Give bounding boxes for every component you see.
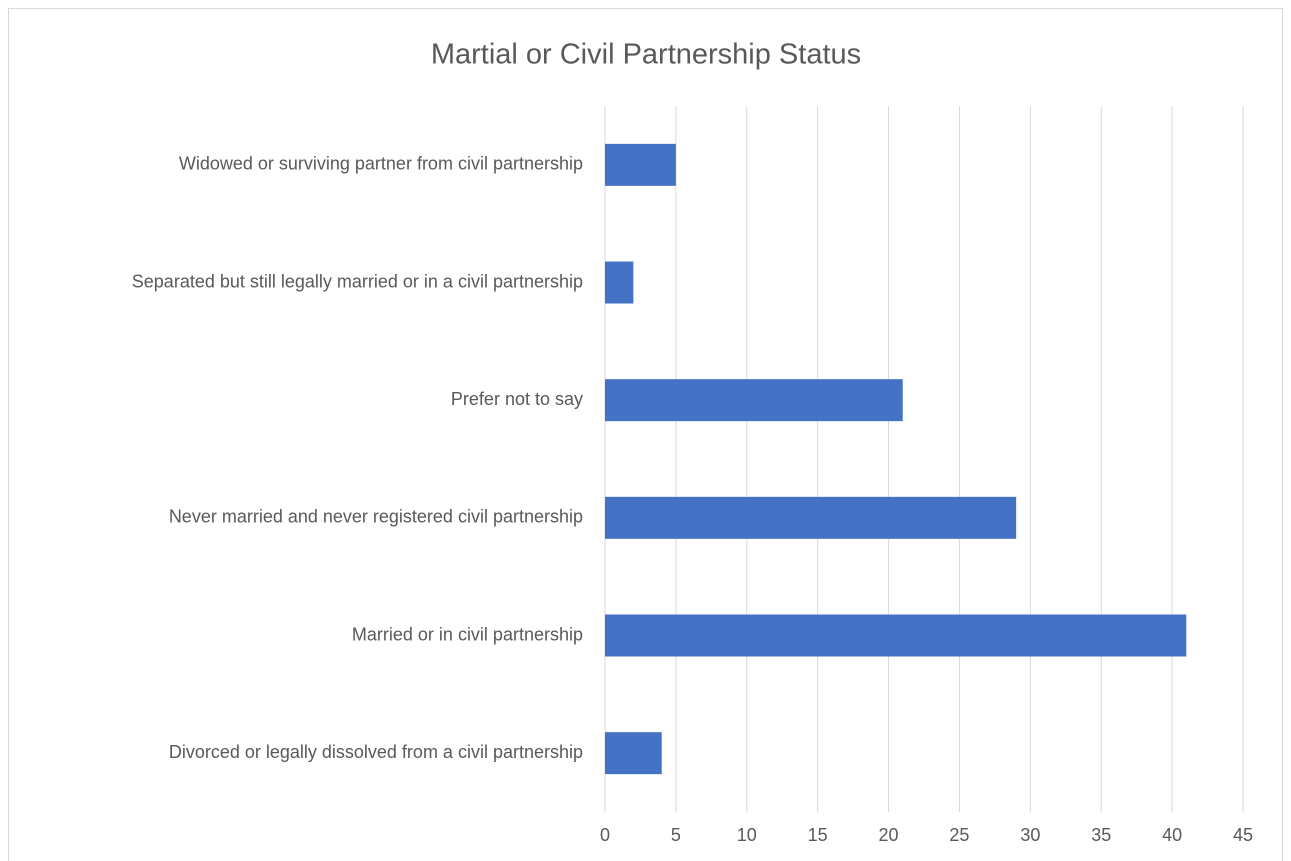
- x-tick-label: 10: [737, 825, 757, 845]
- y-tick-label: Married or in civil partnership: [352, 624, 583, 644]
- x-tick-label: 0: [600, 825, 610, 845]
- bar: [605, 732, 662, 775]
- y-tick-label: Divorced or legally dissolved from a civ…: [169, 742, 583, 762]
- x-tick-label: 5: [671, 825, 681, 845]
- bar: [605, 614, 1187, 657]
- bar: [605, 143, 676, 186]
- y-tick-label: Prefer not to say: [451, 389, 583, 409]
- bar: [605, 496, 1017, 539]
- x-tick-label: 35: [1091, 825, 1111, 845]
- bar: [605, 379, 903, 422]
- x-tick-label: 30: [1020, 825, 1040, 845]
- x-tick-label: 15: [808, 825, 828, 845]
- bar: [605, 261, 634, 304]
- y-tick-label: Separated but still legally married or i…: [132, 271, 583, 291]
- x-tick-label: 45: [1233, 825, 1253, 845]
- chart-title: Martial or Civil Partnership Status: [431, 39, 861, 71]
- x-tick-label: 25: [949, 825, 969, 845]
- x-tick-label: 20: [879, 825, 899, 845]
- y-tick-label: Widowed or surviving partner from civil …: [179, 154, 583, 174]
- x-tick-label: 40: [1162, 825, 1182, 845]
- y-tick-label: Never married and never registered civil…: [169, 507, 583, 527]
